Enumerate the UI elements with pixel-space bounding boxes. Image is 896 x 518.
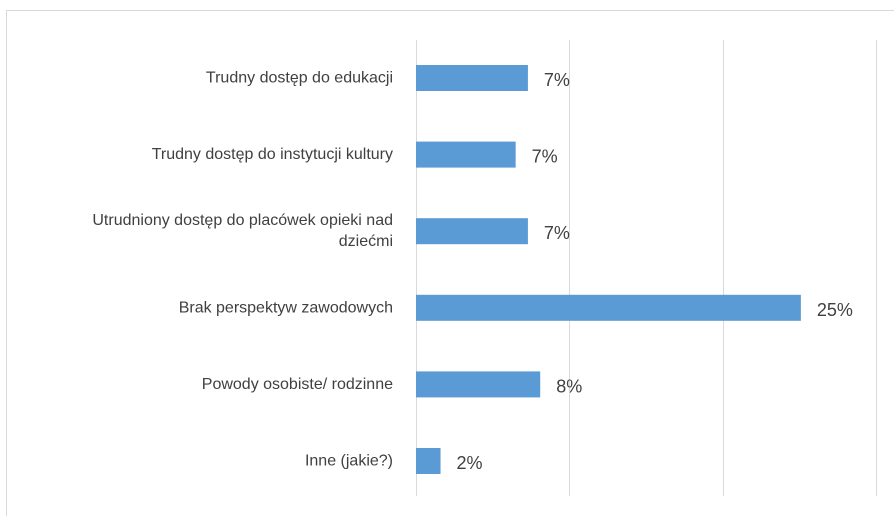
bar-5 (416, 448, 441, 474)
gridlines (416, 40, 877, 496)
bar-2 (416, 218, 528, 245)
data-label-2: 7% (544, 223, 570, 243)
category-label-3: Brak perspektyw zawodowych (179, 299, 393, 316)
category-label-2: Utrudniony dostęp do placówek opieki nad… (92, 212, 393, 250)
category-label-4: Powody osobiste/ rodzinne (202, 376, 393, 393)
data-label-5: 2% (457, 453, 483, 473)
category-labels: Trudny dostęp do edukacji Trudny dostęp d… (92, 70, 393, 470)
data-label-0: 7% (544, 70, 570, 90)
data-labels: 7% 7% 7% 25% 8% 2% (457, 70, 853, 473)
bar-3 (416, 294, 801, 321)
chart-frame (6, 10, 894, 516)
bar-1 (416, 141, 516, 168)
data-label-4: 8% (556, 376, 582, 396)
bar-0 (416, 65, 528, 91)
data-label-1: 7% (532, 147, 558, 167)
category-label-0: Trudny dostęp do edukacji (206, 70, 393, 87)
bar-4 (416, 371, 541, 398)
bars (416, 65, 801, 474)
data-label-3: 25% (817, 300, 853, 320)
category-label-1: Trudny dostęp do instytucji kultury (152, 146, 393, 163)
category-label-5: Inne (jakie?) (305, 453, 393, 470)
